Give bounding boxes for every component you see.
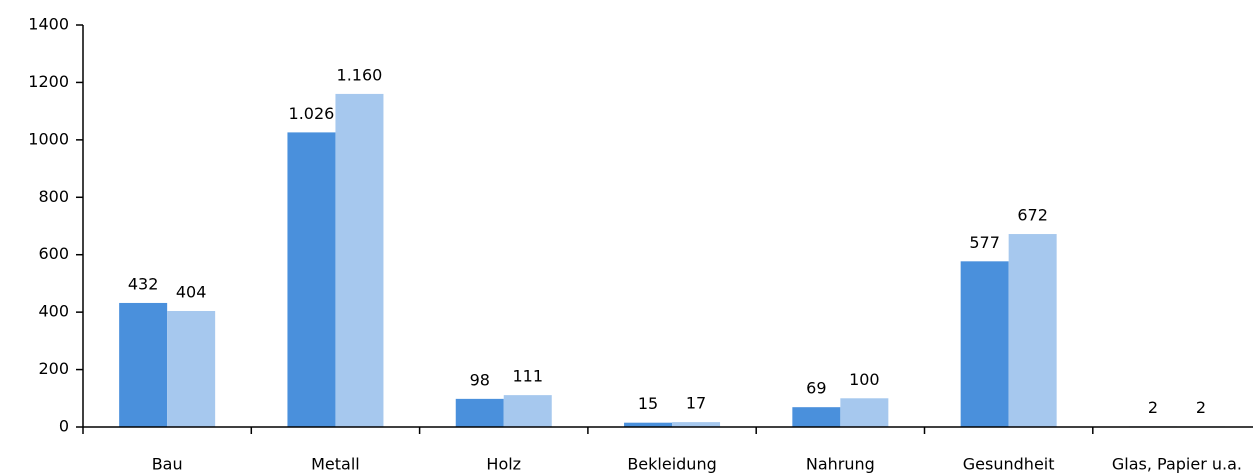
bar [503,395,552,427]
x-tick-label: Glas, Papier u.a. [1112,455,1242,474]
x-tick-label: Holz [486,455,521,474]
value-label: 2 [1148,398,1158,417]
value-label: 69 [806,379,826,398]
bar [840,398,889,427]
y-tick-label: 200 [38,359,69,378]
bar [960,261,1009,427]
y-tick-label: 800 [38,187,69,206]
y-tick-label: 1000 [28,129,69,148]
bar [287,132,336,428]
value-label: 2 [1196,398,1206,417]
bar [672,422,721,427]
value-label: 577 [969,233,1000,252]
bar [1008,234,1057,427]
x-tick-label: Bekleidung [627,455,716,474]
bar [455,398,504,427]
value-label: 404 [176,282,207,301]
x-tick-label: Metall [311,455,360,474]
y-tick-label: 1400 [28,15,69,34]
value-label: 1.160 [337,65,383,84]
value-label: 1.026 [289,104,335,123]
x-tick-label: Gesundheit [963,455,1055,474]
value-label: 15 [638,394,658,413]
bar [119,302,168,427]
value-label: 432 [128,274,159,293]
y-tick-label: 1200 [28,72,69,91]
x-tick-label: Bau [152,455,183,474]
value-label: 111 [512,367,543,386]
value-label: 17 [686,394,706,413]
value-label: 100 [849,370,880,389]
y-tick-label: 600 [38,244,69,263]
x-tick-label: Nahrung [806,455,875,474]
y-tick-label: 400 [38,302,69,321]
bar [335,93,384,428]
bar [624,422,673,427]
bar [792,407,841,427]
value-label: 98 [470,370,490,389]
y-tick-label: 0 [59,417,69,436]
bar [167,310,216,427]
value-label: 672 [1017,206,1048,225]
